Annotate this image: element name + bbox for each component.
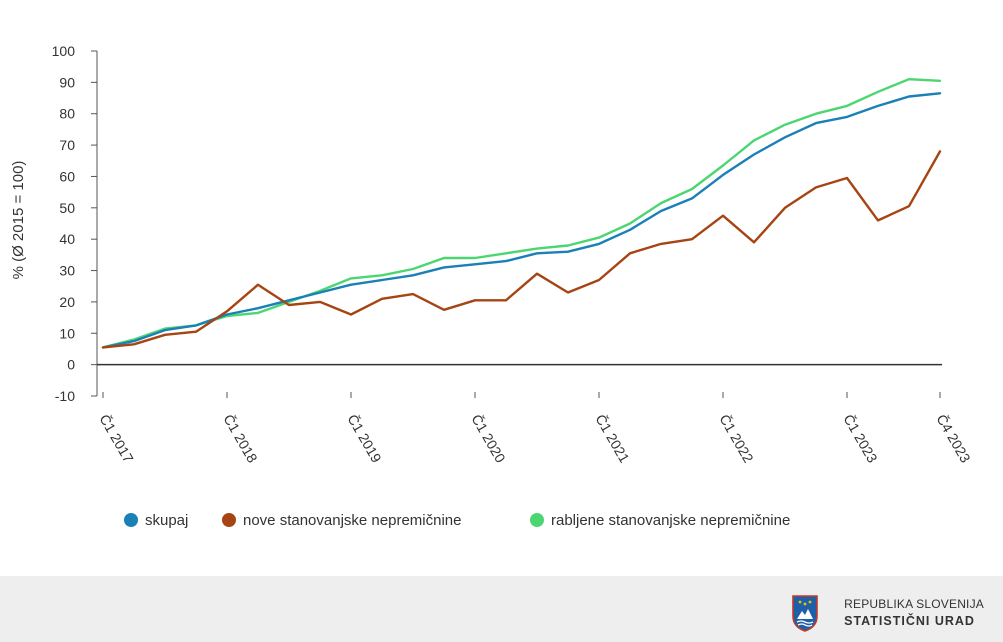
x-tick-label: Č1 2021	[592, 412, 632, 466]
series-line-1	[101, 150, 942, 349]
axes	[96, 51, 942, 396]
y-tick-label: 90	[59, 74, 75, 90]
series-lines	[101, 77, 942, 349]
y-tick-label: 60	[59, 168, 75, 184]
legend-label: rabljene stanovanjske nepremičnine	[551, 512, 790, 529]
x-tick-label: Č1 2022	[716, 412, 756, 466]
brand: REPUBLIKA SLOVENIJA STATISTIČNI URAD	[790, 594, 984, 632]
legend-marker	[530, 513, 544, 527]
org-name-line1: REPUBLIKA SLOVENIJA	[844, 597, 984, 611]
y-tick-label: 80	[59, 106, 75, 122]
y-tick-label: 10	[59, 325, 75, 341]
x-tick-label: Č1 2023	[840, 412, 880, 466]
y-tick-label: 100	[52, 43, 76, 59]
x-tick-label: Č1 2018	[220, 412, 260, 466]
org-name-line2: STATISTIČNI URAD	[844, 614, 975, 628]
legend-label: skupaj	[145, 512, 188, 529]
slovenia-coat-of-arms-icon	[792, 595, 818, 632]
footer-bar: REPUBLIKA SLOVENIJA STATISTIČNI URAD	[0, 576, 1003, 642]
series-line-0	[101, 92, 942, 349]
y-tick-label: 20	[59, 294, 75, 310]
line-chart: -10 0 10 20 30 40 50 60 70 80 90 100 % (Ø 2015 = 10…	[10, 43, 974, 529]
legend-marker	[124, 513, 138, 527]
y-tick-label: -10	[55, 388, 75, 404]
y-axis-label: % (Ø 2015 = 100)	[10, 161, 27, 280]
y-tick-label: 0	[67, 357, 75, 373]
x-axis-ticks: Č1 2017 Č1 2018 Č1 2019 Č1 2020 Č1 2021 Č1 20…	[96, 392, 974, 466]
y-tick-label: 30	[59, 263, 75, 279]
x-tick-label: Č1 2017	[96, 412, 136, 466]
series-line-2	[101, 77, 942, 349]
legend-marker	[222, 513, 236, 527]
y-axis-ticks: -10 0 10 20 30 40 50 60 70 80 90 100	[52, 43, 97, 404]
x-tick-label: Č4 2023	[933, 412, 973, 466]
y-tick-label: 40	[59, 231, 75, 247]
x-tick-label: Č1 2020	[468, 412, 508, 466]
y-tick-label: 50	[59, 200, 75, 216]
legend: skupaj nove stanovanjske nepremičnine rabl…	[124, 512, 790, 529]
legend-label: nove stanovanjske nepremičnine	[243, 512, 461, 529]
x-tick-label: Č1 2019	[344, 412, 384, 466]
y-tick-label: 70	[59, 137, 75, 153]
